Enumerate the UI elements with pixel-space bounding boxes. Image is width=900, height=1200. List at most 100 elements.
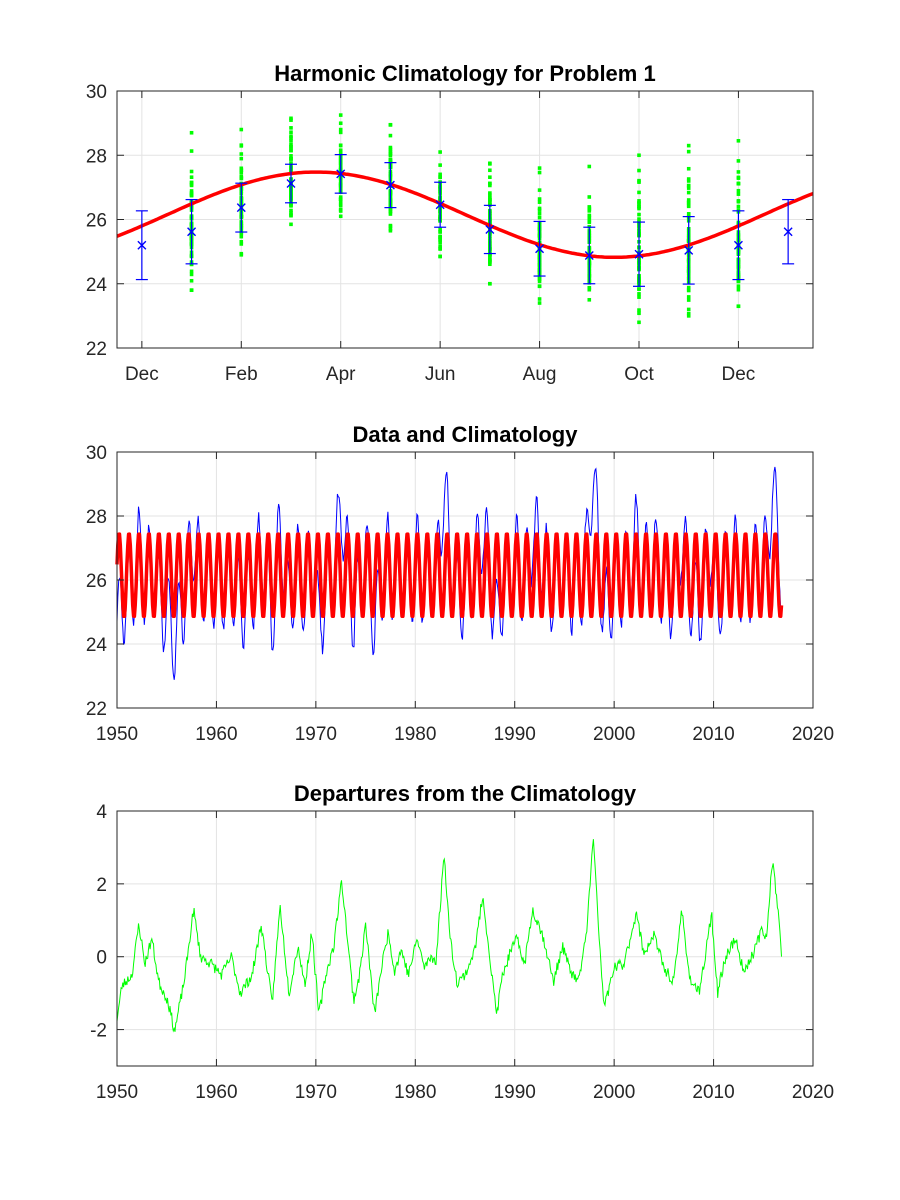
scatter-point bbox=[239, 240, 244, 244]
scatter-point bbox=[637, 204, 641, 209]
y-tick-label: 28 bbox=[86, 507, 107, 528]
scatter-point bbox=[289, 202, 293, 206]
scatter-point bbox=[438, 240, 442, 245]
scatter-point bbox=[239, 242, 244, 246]
scatter-point bbox=[438, 227, 442, 232]
scatter-point bbox=[338, 214, 343, 219]
scatter-point bbox=[189, 175, 194, 179]
monthly-mean-marker bbox=[336, 169, 346, 179]
scatter-point bbox=[488, 168, 492, 173]
scatter-point bbox=[537, 276, 542, 281]
x-tick-label: Oct bbox=[624, 364, 654, 385]
scatter-point bbox=[686, 295, 691, 299]
scatter-point bbox=[587, 218, 592, 222]
scatter-point bbox=[637, 287, 641, 291]
chart-title: Data and Climatology bbox=[353, 422, 579, 447]
axes-frame: 1950 1960 1970 1980 1990 2000 2010 2020 -2 0 2 4 Dep… bbox=[90, 781, 834, 1103]
y-tick-label: 24 bbox=[86, 635, 108, 656]
monthly-mean-marker bbox=[435, 200, 445, 210]
scatter-point bbox=[686, 190, 691, 195]
scatter-point bbox=[686, 177, 691, 181]
x-tick-label: 1990 bbox=[494, 1082, 536, 1103]
scatter-point bbox=[537, 215, 542, 220]
scatter-point bbox=[488, 162, 492, 166]
scatter-point bbox=[488, 202, 492, 207]
monthly-mean-marker bbox=[286, 179, 296, 189]
scatter-point bbox=[338, 203, 343, 208]
scatter-point bbox=[736, 204, 741, 209]
y-tick-label: 28 bbox=[86, 146, 107, 167]
scatter-point bbox=[488, 191, 492, 195]
axes-frame: Dec Feb Apr Jun Aug Oct Dec 22 24 26 28 30 Harmonic … bbox=[86, 61, 814, 385]
scatter-point bbox=[189, 169, 194, 174]
scatter-point bbox=[289, 142, 293, 147]
x-tick-label: Dec bbox=[125, 364, 159, 385]
x-tick-label: 1990 bbox=[494, 724, 536, 745]
y-tick-label: 4 bbox=[96, 802, 107, 823]
chart-title: Departures from the Climatology bbox=[294, 781, 637, 806]
scatter-point bbox=[239, 127, 244, 132]
scatter-point bbox=[239, 234, 244, 239]
scatter-point bbox=[438, 230, 442, 234]
x-tick-label: 2020 bbox=[792, 1082, 834, 1103]
scatter-point bbox=[587, 207, 592, 211]
scatter-point bbox=[239, 152, 244, 156]
scatter-point bbox=[239, 170, 244, 175]
scatter-point bbox=[537, 284, 542, 289]
scatter-point bbox=[338, 121, 343, 126]
x-tick-label: 1970 bbox=[295, 1082, 337, 1103]
scatter-point bbox=[637, 308, 641, 312]
monthly-mean-marker bbox=[584, 250, 594, 260]
scatter-point bbox=[587, 287, 592, 292]
scatter-point bbox=[736, 279, 741, 284]
scatter-point bbox=[488, 197, 492, 202]
scatter-point bbox=[189, 278, 194, 283]
scatter-point bbox=[637, 190, 641, 195]
scatter-point bbox=[736, 170, 741, 174]
scatter-point bbox=[239, 231, 244, 236]
scatter-point bbox=[736, 192, 741, 196]
scatter-point bbox=[686, 149, 691, 154]
monthly-mean-marker bbox=[684, 245, 694, 255]
scatter-point bbox=[686, 179, 691, 183]
scatter-point bbox=[388, 157, 393, 162]
scatter-point bbox=[488, 281, 492, 286]
scatter-point bbox=[537, 166, 542, 170]
scatter-point bbox=[587, 298, 592, 302]
scatter-point bbox=[587, 220, 592, 225]
scatter-point bbox=[537, 197, 542, 201]
scatter-point bbox=[488, 253, 492, 258]
scatter-point bbox=[388, 207, 393, 211]
monthly-mean-marker bbox=[385, 180, 395, 190]
scatter-point bbox=[488, 200, 492, 205]
scatter-point bbox=[736, 176, 741, 180]
scatter-point bbox=[686, 201, 691, 205]
scatter-point bbox=[239, 143, 244, 147]
scatter-point bbox=[637, 292, 641, 296]
scatter-point bbox=[289, 157, 293, 161]
plot-content bbox=[115, 466, 784, 680]
scatter-point bbox=[537, 200, 542, 204]
scatter-point bbox=[338, 197, 343, 201]
scatter-point bbox=[587, 164, 592, 169]
plot-content bbox=[116, 113, 814, 325]
y-tick-label: 2 bbox=[96, 875, 107, 896]
monthly-mean-marker bbox=[187, 227, 197, 237]
scatter-point bbox=[338, 195, 343, 199]
scatter-point bbox=[438, 238, 442, 242]
scatter-point bbox=[537, 279, 542, 284]
scatter-point bbox=[686, 166, 691, 171]
monthly-mean-marker bbox=[485, 224, 495, 234]
scatter-point bbox=[189, 130, 194, 135]
scatter-point bbox=[537, 170, 542, 175]
scatter-point bbox=[537, 297, 542, 301]
y-tick-label: 30 bbox=[86, 443, 107, 464]
departures-panel: 1950 1960 1970 1980 1990 2000 2010 2020 -2 0 2 4 Dep… bbox=[90, 781, 834, 1103]
error-bars bbox=[135, 154, 795, 287]
scatter-point bbox=[438, 163, 442, 167]
scatter-point bbox=[686, 183, 691, 188]
scatter-point bbox=[736, 199, 741, 204]
scatter-point bbox=[289, 161, 293, 165]
scatter-point bbox=[637, 212, 641, 217]
scatter-point bbox=[289, 204, 293, 208]
